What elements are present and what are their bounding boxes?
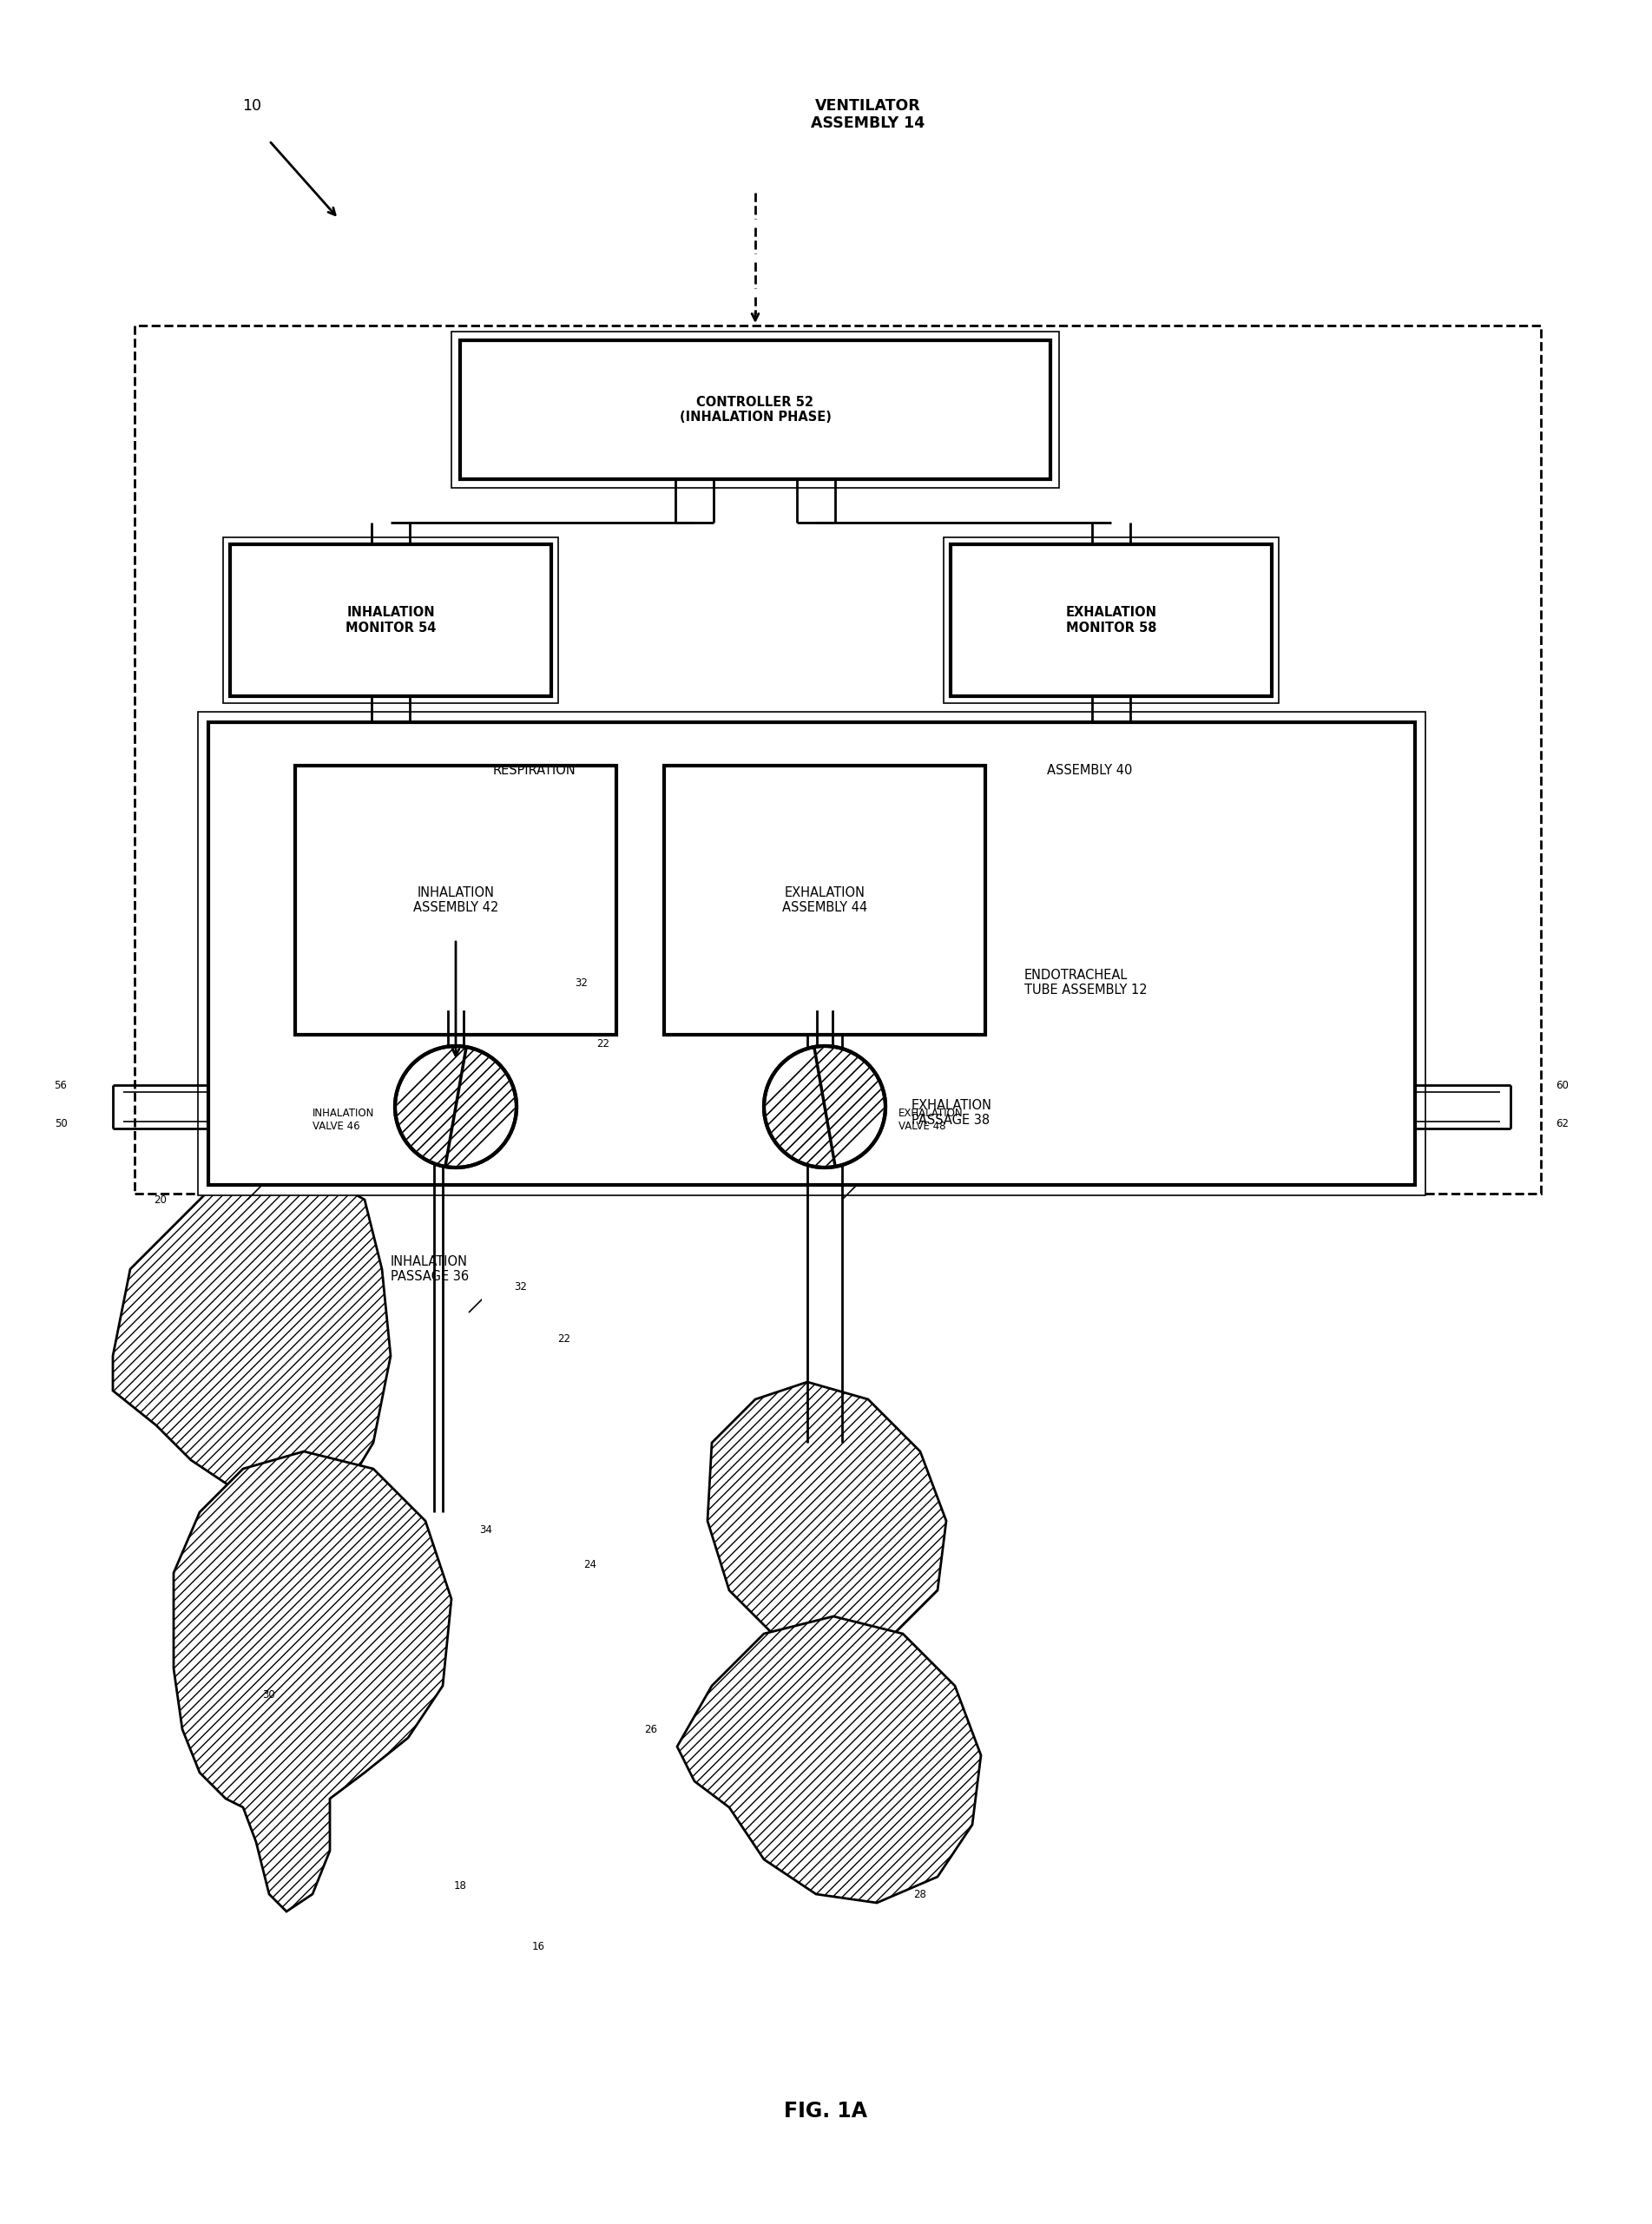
PathPatch shape [707, 1381, 947, 1650]
Text: INHALATION
MONITOR 54: INHALATION MONITOR 54 [345, 607, 436, 634]
FancyBboxPatch shape [461, 340, 1051, 478]
Text: 60: 60 [1556, 1079, 1569, 1090]
Text: 50: 50 [55, 1119, 68, 1130]
Text: 22: 22 [596, 1039, 610, 1050]
Text: 32: 32 [575, 976, 588, 987]
Text: 20: 20 [154, 1194, 167, 1205]
Text: EXHALATION
MONITOR 58: EXHALATION MONITOR 58 [1066, 607, 1156, 634]
FancyBboxPatch shape [208, 723, 1416, 1185]
Text: 10: 10 [243, 98, 261, 113]
PathPatch shape [677, 1617, 981, 1904]
Text: 62: 62 [1556, 1119, 1569, 1130]
Text: 26: 26 [644, 1724, 657, 1735]
FancyBboxPatch shape [950, 545, 1272, 696]
Text: 32: 32 [514, 1281, 527, 1292]
FancyBboxPatch shape [943, 538, 1279, 703]
Text: EXHALATION
ASSEMBLY 44: EXHALATION ASSEMBLY 44 [781, 885, 867, 914]
Text: 34: 34 [479, 1523, 492, 1535]
FancyBboxPatch shape [198, 712, 1426, 1194]
Text: 22: 22 [558, 1332, 572, 1343]
Text: 56: 56 [55, 1079, 68, 1090]
Text: 18: 18 [454, 1879, 466, 1890]
FancyBboxPatch shape [223, 538, 558, 703]
Text: 28: 28 [914, 1888, 927, 1899]
Text: FIG. 1A: FIG. 1A [785, 2102, 867, 2122]
Text: INHALATION
ASSEMBLY 42: INHALATION ASSEMBLY 42 [413, 885, 499, 914]
Circle shape [395, 1045, 517, 1168]
Text: 24: 24 [583, 1559, 596, 1570]
Text: 16: 16 [532, 1942, 545, 1953]
Text: RESPIRATION: RESPIRATION [492, 763, 575, 776]
FancyBboxPatch shape [482, 1270, 656, 1617]
PathPatch shape [112, 1165, 390, 1512]
FancyBboxPatch shape [134, 325, 1541, 1194]
Text: INHALATION
PASSAGE 36: INHALATION PASSAGE 36 [390, 1254, 469, 1283]
Text: CONTROLLER 52
(INHALATION PHASE): CONTROLLER 52 (INHALATION PHASE) [679, 396, 831, 425]
Text: ASSEMBLY 40: ASSEMBLY 40 [1046, 763, 1132, 776]
Text: 30: 30 [263, 1688, 276, 1699]
Circle shape [763, 1045, 885, 1168]
FancyBboxPatch shape [664, 765, 985, 1034]
Text: VENTILATOR
ASSEMBLY 14: VENTILATOR ASSEMBLY 14 [811, 98, 925, 131]
FancyBboxPatch shape [451, 331, 1059, 487]
Text: EXHALATION
VALVE 48: EXHALATION VALVE 48 [899, 1108, 963, 1132]
Text: ENDOTRACHEAL
TUBE ASSEMBLY 12: ENDOTRACHEAL TUBE ASSEMBLY 12 [1024, 970, 1146, 996]
FancyBboxPatch shape [230, 545, 552, 696]
Text: INHALATION
VALVE 46: INHALATION VALVE 46 [312, 1108, 375, 1132]
Text: EXHALATION
PASSAGE 38: EXHALATION PASSAGE 38 [912, 1099, 993, 1128]
FancyBboxPatch shape [296, 765, 616, 1034]
PathPatch shape [173, 1452, 451, 1910]
